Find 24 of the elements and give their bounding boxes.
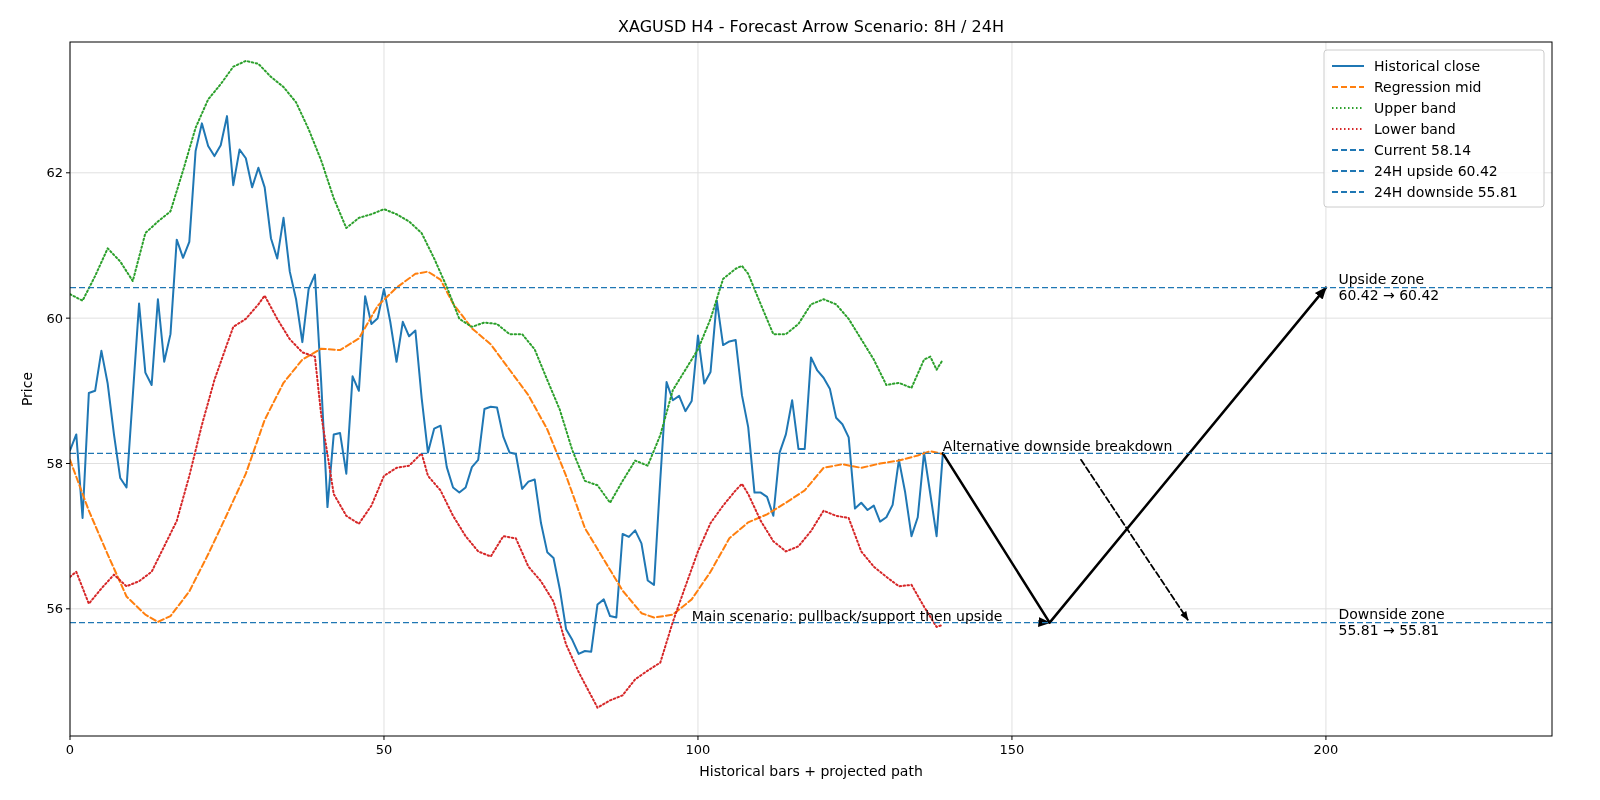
legend-label: 24H downside 55.81	[1374, 183, 1518, 200]
x-tick-label: 150	[999, 742, 1025, 757]
y-tick-label: 60	[46, 310, 63, 326]
x-axis-title: Historical bars + projected path	[699, 763, 923, 779]
legend-label: 24H upside 60.42	[1374, 162, 1498, 179]
legend-label: Upper band	[1374, 99, 1457, 116]
x-tick-label: 50	[375, 742, 393, 757]
annotation: Upside zone 60.42 → 60.42	[1338, 270, 1440, 303]
y-tick-label: 58	[46, 456, 63, 472]
x-tick-label: 200	[1313, 742, 1339, 757]
y-tick-label: 62	[46, 165, 63, 181]
chart-title: XAGUSD H4 - Forecast Arrow Scenario: 8H / 24H	[618, 17, 1004, 36]
annotation: Downside zone 55.81 → 55.81	[1338, 605, 1445, 638]
x-tick-label: 0	[65, 742, 75, 757]
annotation: Alternative downside breakdown	[942, 438, 1173, 455]
legend-label: Historical close	[1374, 57, 1481, 74]
legend-label: Lower band	[1374, 120, 1456, 137]
line-series	[70, 59, 944, 504]
legend-label: Current 58.14	[1374, 141, 1472, 158]
y-axis-title: Price	[19, 371, 35, 407]
annotation: Main scenario: pullback/support then upside	[691, 607, 1003, 624]
x-tick-label: 100	[685, 742, 711, 757]
y-tick-label: 56	[46, 601, 63, 617]
legend-label: Regression mid	[1374, 78, 1482, 95]
